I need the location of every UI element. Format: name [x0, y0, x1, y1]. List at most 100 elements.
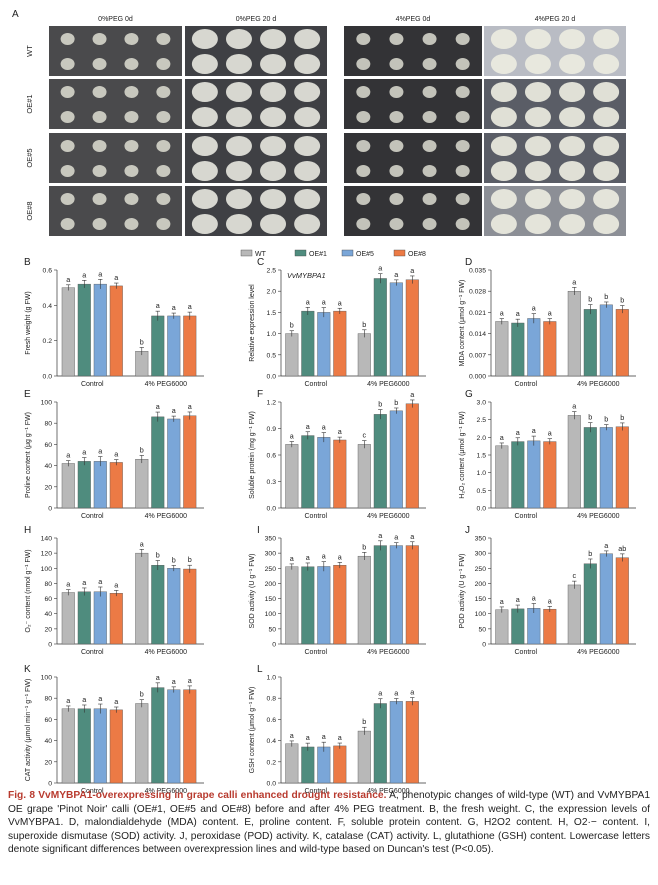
- x-tick-label: 4% PEG6000: [577, 649, 620, 656]
- x-tick-label: 4% PEG6000: [145, 513, 188, 520]
- chart-panel-C: C VvMYBPA1 0.0 0.5 1.0 1.5 2.0 2.5 Relative expr…: [249, 257, 426, 388]
- x-tick-label: 4% PEG6000: [367, 381, 410, 388]
- significance-letter: a: [548, 429, 552, 438]
- bar: [405, 279, 419, 377]
- callus: [422, 58, 437, 70]
- callus: [422, 218, 437, 230]
- significance-letter: a: [156, 402, 160, 411]
- callus: [559, 161, 586, 181]
- callus: [260, 161, 287, 181]
- x-tick-label: Control: [305, 513, 328, 520]
- callus: [156, 86, 171, 98]
- bar: [109, 285, 123, 377]
- significance-letter: a: [98, 694, 102, 703]
- y-tick-label: 0: [48, 506, 52, 513]
- callus: [156, 193, 171, 205]
- bar: [109, 593, 123, 645]
- bar: [151, 565, 165, 645]
- callus: [593, 54, 620, 74]
- callus: [225, 29, 252, 49]
- legend-label: OE#1: [309, 251, 327, 258]
- y-axis-label: Relative expression level: [249, 284, 256, 362]
- bar: [61, 708, 75, 784]
- callus: [356, 111, 371, 123]
- callus: [294, 161, 321, 181]
- significance-letter: a: [322, 552, 326, 561]
- y-axis-label: MDA content (μmol g⁻¹ FW): [459, 280, 466, 367]
- bar: [543, 321, 557, 377]
- callus-photo: [484, 133, 626, 183]
- significance-letter: a: [394, 689, 398, 698]
- callus: [60, 58, 75, 70]
- callus: [356, 193, 371, 205]
- bar: [405, 403, 419, 509]
- chart-panel-I: I 0 50 100 150 200 250 300 350 SOD activity (U g⁻…: [249, 525, 426, 656]
- significance-letter: a: [410, 688, 414, 697]
- callus-photo: [484, 26, 626, 76]
- panel-letter: G: [465, 389, 473, 400]
- callus: [225, 54, 252, 74]
- chart-panel-K: K 0 20 40 60 80 100 CAT activity (μmol min⁻¹ g⁻…: [24, 664, 204, 795]
- callus: [124, 33, 139, 45]
- bar: [93, 591, 107, 645]
- y-tick-label: 0: [48, 642, 52, 649]
- bar: [583, 427, 597, 509]
- callus-photo: [185, 133, 327, 183]
- callus: [524, 54, 551, 74]
- callus: [225, 136, 252, 156]
- legend-swatch: [341, 249, 354, 257]
- chart-panel-G: G 0.0 0.5 1.0 1.5 2.0 2.5 3.0 H₂O₂ content (μmol…: [459, 389, 636, 520]
- callus: [389, 218, 404, 230]
- significance-letter: c: [363, 431, 367, 440]
- significance-letter: a: [306, 553, 310, 562]
- x-tick-label: Control: [515, 381, 538, 388]
- significance-letter: ab: [618, 544, 626, 553]
- bar: [495, 445, 509, 509]
- y-tick-label: 100: [41, 675, 53, 682]
- panel-letter: L: [257, 664, 263, 675]
- bar: [285, 743, 299, 784]
- significance-letter: a: [290, 731, 294, 740]
- bar: [317, 437, 331, 509]
- callus: [124, 193, 139, 205]
- significance-letter: a: [572, 402, 576, 411]
- callus: [294, 189, 321, 209]
- significance-letter: a: [66, 275, 70, 284]
- x-tick-label: Control: [81, 381, 104, 388]
- y-tick-label: 60: [44, 596, 52, 603]
- bar: [77, 283, 91, 377]
- y-tick-label: 40: [44, 611, 52, 618]
- callus: [92, 58, 107, 70]
- significance-letter: c: [573, 571, 577, 580]
- y-axis-label: Proline content (μg g⁻¹ FW): [25, 412, 32, 498]
- y-tick-label: 2.0: [267, 289, 277, 296]
- significance-letter: b: [620, 413, 624, 422]
- x-tick-label: 4% PEG6000: [145, 381, 188, 388]
- callus: [490, 136, 517, 156]
- y-tick-label: 300: [265, 551, 277, 558]
- y-tick-label: 1.0: [477, 470, 487, 477]
- callus: [124, 111, 139, 123]
- callus: [60, 218, 75, 230]
- y-tick-label: 0.007: [469, 352, 486, 359]
- y-tick-label: 100: [41, 400, 53, 407]
- callus: [191, 214, 218, 234]
- bar: [527, 318, 541, 377]
- y-tick-label: 60: [44, 442, 52, 449]
- y-tick-label: 1.2: [267, 400, 277, 407]
- callus: [389, 111, 404, 123]
- y-tick-label: 200: [475, 581, 487, 588]
- bar: [135, 552, 149, 645]
- significance-letter: a: [98, 269, 102, 278]
- bar: [183, 689, 197, 784]
- y-tick-label: 0.0: [267, 374, 277, 381]
- significance-letter: a: [378, 689, 382, 698]
- significance-letter: b: [140, 690, 144, 699]
- significance-letter: a: [500, 433, 504, 442]
- significance-letter: a: [322, 298, 326, 307]
- chart-panel-L: L 0.0 0.2 0.4 0.6 0.8 1.0 GSH content (μmol g⁻¹…: [249, 664, 426, 795]
- y-axis-label: Soluble protein (mg g⁻¹ FW): [249, 411, 256, 499]
- significance-letter: a: [82, 270, 86, 279]
- panel-letter: K: [24, 664, 31, 675]
